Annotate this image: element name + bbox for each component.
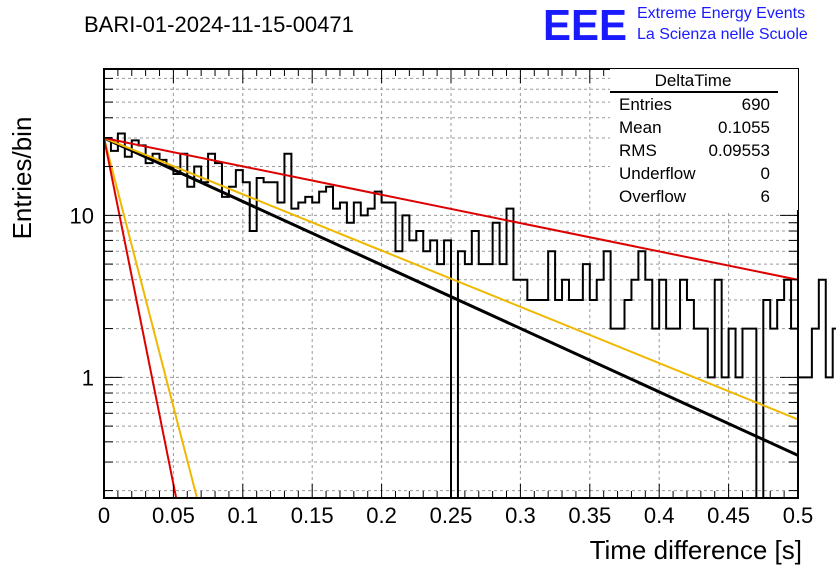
tick-labels-layer: 0 0.05 0.1 0.15 0.2 0.25 0.3 0.35 0.4 0.45 0.5 1 10 bbox=[70, 203, 814, 528]
x-tick-label: 0 bbox=[98, 503, 110, 528]
stats-label-rms: RMS bbox=[619, 141, 657, 160]
y-tick-label: 1 bbox=[82, 365, 94, 390]
x-axis-label: Time difference [s] bbox=[590, 535, 802, 565]
stats-value-entries: 690 bbox=[742, 95, 770, 114]
stats-box: DeltaTime Entries 690 Mean 0.1055 RMS 0.… bbox=[610, 69, 798, 210]
fit-curve-1 bbox=[104, 136, 798, 457]
stats-label-mean: Mean bbox=[619, 118, 662, 137]
x-tick-label: 0.45 bbox=[707, 503, 750, 528]
logo-line-1: Extreme Energy Events bbox=[637, 5, 805, 22]
fit-curve-3 bbox=[104, 137, 798, 281]
eee-logo: EEE Extreme Energy Events La Scienza nel… bbox=[543, 1, 808, 50]
x-tick-label: 0.35 bbox=[568, 503, 611, 528]
x-tick-label: 0.05 bbox=[152, 503, 195, 528]
x-tick-label: 0.2 bbox=[366, 503, 397, 528]
y-tick-label: 10 bbox=[70, 203, 94, 228]
x-tick-label: 0.4 bbox=[644, 503, 675, 528]
stats-label-overflow: Overflow bbox=[619, 187, 687, 206]
x-tick-label: 0.5 bbox=[783, 503, 814, 528]
stats-label-entries: Entries bbox=[619, 95, 672, 114]
x-tick-label: 0.15 bbox=[291, 503, 334, 528]
fit-curve-2 bbox=[104, 137, 798, 421]
x-tick-label: 0.25 bbox=[430, 503, 473, 528]
stats-value-rms: 0.09553 bbox=[709, 141, 770, 160]
x-tick-label: 0.3 bbox=[505, 503, 536, 528]
stats-label-underflow: Underflow bbox=[619, 164, 696, 183]
stats-title: DeltaTime bbox=[655, 71, 732, 90]
fit-curves-layer bbox=[104, 136, 798, 498]
stats-value-mean: 0.1055 bbox=[718, 118, 770, 137]
eee-logo-text: EEE bbox=[543, 1, 627, 50]
x-tick-label: 0.1 bbox=[228, 503, 259, 528]
chart-title: BARI-01-2024-11-15-00471 bbox=[84, 12, 354, 37]
histogram-layer bbox=[103, 132, 836, 499]
y-axis-label: Entries/bin bbox=[7, 117, 37, 240]
fit-curve-5 bbox=[104, 137, 178, 498]
logo-line-2: La Scienza nelle Scuole bbox=[637, 26, 808, 43]
fit-curve-4 bbox=[104, 137, 198, 498]
stats-value-underflow: 0 bbox=[761, 164, 770, 183]
histogram-outline bbox=[103, 132, 836, 499]
stats-value-overflow: 6 bbox=[761, 187, 770, 206]
